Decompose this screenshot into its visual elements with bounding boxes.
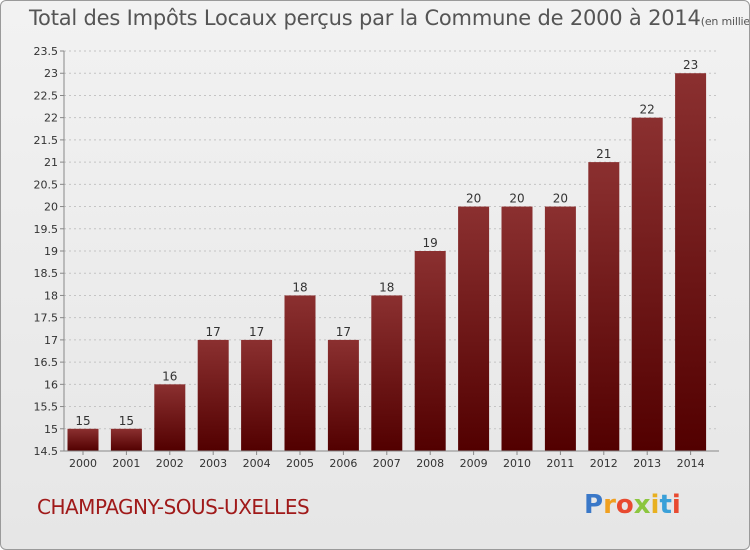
value-label-2000: 15	[75, 414, 90, 428]
y-axis: 14.5 15 15.5 16 16.5 17 17.5 18 18.5 19 19.5 20 20.5…	[34, 45, 65, 458]
value-label-2011: 20	[553, 192, 568, 206]
bar-2009	[458, 206, 490, 451]
x-tick-label-2001: 2001	[112, 457, 140, 470]
y-tick-label: 18.5	[34, 267, 59, 280]
value-label-2009: 20	[466, 192, 481, 206]
logo-letter: o	[615, 490, 634, 520]
bar-2014	[675, 73, 707, 451]
x-axis: 2000 2001 2002 2003 2004 2005 2006 2007 2008 2009…	[64, 450, 719, 470]
y-tick-label: 20.5	[34, 178, 59, 191]
x-tick-label-2010: 2010	[503, 457, 531, 470]
chart-title-main: Total des Impôts Locaux perçus par la Co…	[29, 6, 701, 30]
value-label-2014: 23	[683, 58, 698, 72]
bar-2008	[414, 251, 446, 451]
x-tick-label-2002: 2002	[156, 457, 184, 470]
proxiti-logo: Proxiti	[584, 490, 681, 520]
bar-2000	[67, 428, 99, 451]
y-tick-label: 22.5	[34, 89, 59, 102]
value-label-2010: 20	[509, 192, 524, 206]
bar-2006	[327, 339, 359, 451]
y-tick-label: 16	[44, 378, 58, 391]
y-tick-label: 14.5	[34, 445, 59, 458]
y-tick-label: 19	[44, 245, 58, 258]
y-tick-label: 17	[44, 334, 58, 347]
value-label-2013: 22	[640, 103, 655, 117]
bar-2010	[501, 206, 533, 451]
y-tick-label: 21.5	[34, 134, 59, 147]
x-tick-label-2003: 2003	[199, 457, 227, 470]
y-tick-label: 23	[44, 67, 58, 80]
logo-letter: P	[584, 490, 604, 520]
bar-2007	[371, 295, 403, 451]
value-label-2003: 17	[206, 325, 221, 339]
value-label-2007: 18	[379, 280, 394, 294]
x-tick-label-2014: 2014	[677, 457, 705, 470]
value-label-2005: 18	[292, 280, 307, 294]
bar-2001	[110, 428, 142, 451]
value-label-2001: 15	[119, 414, 134, 428]
bar-2005	[284, 295, 316, 451]
y-tick-label: 22	[44, 112, 58, 125]
value-label-2008: 19	[423, 236, 438, 250]
y-tick-label: 23.5	[34, 45, 59, 58]
x-tick-label-2011: 2011	[546, 457, 574, 470]
x-tick-label-2012: 2012	[590, 457, 618, 470]
commune-name: CHAMPAGNY-SOUS-UXELLES	[37, 495, 310, 519]
value-label-2004: 17	[249, 325, 264, 339]
bar-2011	[544, 206, 576, 451]
x-tick-label-2013: 2013	[633, 457, 661, 470]
logo-letter: x	[633, 490, 651, 520]
bar-2004	[241, 339, 273, 451]
logo-letter: i	[650, 490, 660, 520]
y-tick-label: 18	[44, 289, 58, 302]
y-tick-label: 16.5	[34, 356, 59, 369]
bar-2012	[588, 162, 620, 451]
x-tick-label-2009: 2009	[460, 457, 488, 470]
y-tick-label: 17.5	[34, 312, 59, 325]
logo-letter: i	[671, 490, 681, 520]
chart-title-unit: (en milliers d'€)	[700, 15, 750, 28]
y-tick-label: 19.5	[34, 223, 59, 236]
value-label-2012: 21	[596, 147, 611, 161]
x-tick-label-2000: 2000	[69, 457, 97, 470]
x-tick-label-2008: 2008	[416, 457, 444, 470]
x-tick-label-2006: 2006	[329, 457, 357, 470]
chart-title: Total des Impôts Locaux perçus par la Co…	[29, 6, 750, 30]
x-tick-label-2007: 2007	[373, 457, 401, 470]
value-label-2006: 17	[336, 325, 351, 339]
y-tick-label: 15	[44, 423, 58, 436]
logo-letter: t	[659, 490, 672, 520]
logo-letter: r	[603, 490, 616, 520]
bars: 15 15 16 17 17 18 17 18 19 20 20 20 21 22 23	[67, 58, 707, 452]
x-tick-label-2004: 2004	[243, 457, 271, 470]
x-tick-label-2005: 2005	[286, 457, 314, 470]
y-tick-label: 21	[44, 156, 58, 169]
bar-2002	[154, 384, 186, 451]
bar-2013	[631, 117, 663, 452]
y-tick-label: 20	[44, 201, 58, 214]
bar-2003	[197, 339, 229, 451]
value-label-2002: 16	[162, 369, 177, 383]
y-tick-label: 15.5	[34, 401, 59, 414]
